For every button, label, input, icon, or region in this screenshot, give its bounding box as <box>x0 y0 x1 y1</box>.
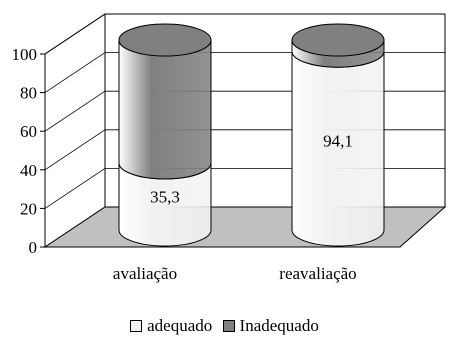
data-label: 94,1 <box>323 132 353 151</box>
y-tick-label: 0 <box>29 238 38 257</box>
bar-top-cap <box>118 23 212 57</box>
y-tick-label: 100 <box>12 45 38 64</box>
x-tick-label: avaliação <box>113 264 177 283</box>
y-axis: 0 20 40 60 80 100 <box>12 45 46 257</box>
bars: 35,3 94,1 <box>118 23 385 247</box>
bar-avaliação: 35,3 <box>118 23 212 247</box>
bar-segment-inadequado <box>118 39 212 180</box>
bar-reavaliação: 94,1 <box>291 23 385 247</box>
gridline-side <box>44 129 106 171</box>
y-tick-label: 60 <box>20 122 37 141</box>
floor-plane <box>43 206 447 248</box>
legend-swatch-inadequado <box>222 320 235 332</box>
gridline-side <box>44 13 106 55</box>
y-tick-label: 40 <box>20 161 37 180</box>
legend: adequado Inadequado <box>0 316 449 337</box>
legend-label-adequado: adequado <box>147 316 213 335</box>
x-tick-label: reavaliação <box>279 264 356 283</box>
legend-item-inadequado: Inadequado <box>222 316 319 336</box>
chart-floor <box>43 206 447 248</box>
side-wall <box>44 13 106 248</box>
legend-item-adequado: adequado <box>130 316 212 336</box>
gridline-side <box>44 90 106 132</box>
gridline-side <box>44 52 106 93</box>
bar-top-cap <box>291 23 385 57</box>
y-tick-label: 80 <box>20 84 37 103</box>
x-axis-labels: avaliação reavaliação <box>113 264 357 283</box>
gridline-side <box>44 168 106 209</box>
data-label: 35,3 <box>150 187 180 206</box>
legend-label-inadequado: Inadequado <box>239 316 319 335</box>
y-tick-label: 20 <box>20 199 37 218</box>
legend-swatch-adequado <box>130 320 143 332</box>
